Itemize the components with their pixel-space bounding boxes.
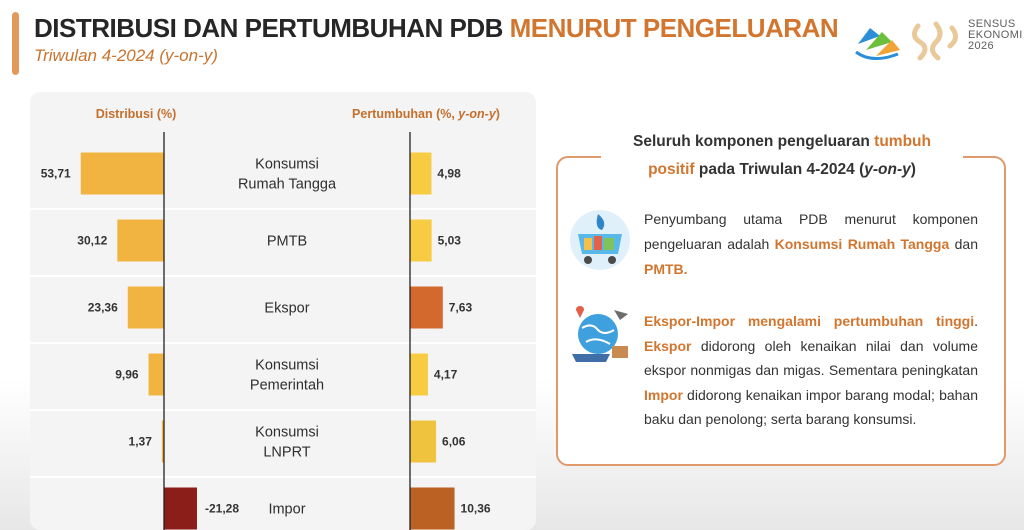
title-accent-bar [12, 12, 19, 75]
logo-line-2: EKONOMI [968, 29, 1023, 41]
distribusi-bar [117, 219, 164, 262]
category-label: Rumah Tangga [238, 177, 337, 193]
pertumbuhan-header: Pertumbuhan (%, y-on-y) [352, 107, 500, 121]
pertumbuhan-bar [410, 487, 455, 530]
category-label: LNPRT [263, 445, 310, 461]
distribusi-bar [148, 353, 164, 396]
p2-highlight-3: Impor [644, 386, 683, 403]
bps-logo-icon [855, 28, 900, 60]
sensus-ekonomi-emblem [912, 21, 958, 61]
info-paragraph-2: Ekspor-Impor mengalami pertumbuhan tingg… [644, 309, 978, 432]
title-highlight: MENURUT PENGELUARAN [509, 13, 839, 43]
p2-highlight-1: Ekspor-Impor mengalami pertumbuhan tingg… [644, 313, 975, 329]
logo-line-3: 2026 [968, 40, 995, 52]
distribusi-bar [80, 152, 164, 195]
distribusi-value-label: 30,12 [77, 234, 107, 248]
pertumbuhan-value-label: 6,06 [442, 435, 466, 449]
p1-text-b: dan [949, 236, 978, 252]
chart-panel: Distribusi (%) Pertumbuhan (%, y-on-y) 53,… [30, 92, 536, 530]
pertumbuhan-value-label: 4,98 [437, 167, 461, 181]
distribusi-value-label: 1,37 [129, 435, 153, 449]
page-subtitle: Triwulan 4-2024 (y-on-y) [34, 46, 218, 65]
category-label: Konsumsi [255, 425, 319, 441]
category-label: Konsumsi [255, 358, 319, 374]
p2-text-a: . [974, 313, 978, 329]
page-title: DISTRIBUSI DAN PERTUMBUHAN PDB MENURUT P… [34, 13, 839, 44]
pertumbuhan-value-label: 4,17 [434, 368, 458, 382]
distribusi-header: Distribusi (%) [96, 107, 177, 121]
category-label: Impor [268, 502, 305, 518]
info-heading-italic: y-on-y [864, 161, 911, 178]
distribusi-bar [164, 487, 197, 530]
info-paragraph-1: Penyumbang utama PDB menurut komponen pe… [644, 207, 978, 282]
pertumbuhan-value-label: 7,63 [449, 301, 473, 315]
pertumbuhan-header-part: y-on-y [457, 107, 497, 121]
category-label: Ekspor [264, 301, 309, 317]
info-heading-hl1: tumbuh [874, 133, 931, 150]
pertumbuhan-header-part: Pertumbuhan (%, [352, 107, 458, 121]
pertumbuhan-bar [410, 353, 428, 396]
info-heading-part1: Seluruh komponen pengeluaran [633, 133, 875, 150]
pertumbuhan-bar [410, 420, 437, 463]
bps-sensus-logo [855, 21, 958, 61]
pertumbuhan-value-label: 10,36 [461, 502, 491, 516]
title-main: DISTRIBUSI DAN PERTUMBUHAN PDB [34, 13, 503, 43]
distribusi-value-label: -21,28 [205, 502, 239, 516]
category-label: Pemerintah [250, 378, 324, 394]
global-trade-icon [572, 306, 628, 362]
pertumbuhan-value-label: 5,03 [438, 234, 462, 248]
pdb-chart: Distribusi (%) Pertumbuhan (%, y-on-y) 53,… [30, 107, 536, 530]
distribusi-bar [161, 420, 164, 463]
distribusi-value-label: 23,36 [88, 301, 118, 315]
info-heading-part2: pada Triwulan 4-2024 ( [694, 161, 865, 178]
info-heading-hl2: positif [648, 161, 695, 178]
info-box [556, 156, 1006, 466]
p2-text-b: didorong oleh kenaikan nilai dan volume … [644, 337, 978, 379]
sensus-ekonomi-label: SENSUS EKONOMI 2026 [968, 19, 1023, 52]
category-label: Konsumsi [255, 157, 319, 173]
p1-highlight-2: PMTB. [644, 261, 688, 277]
pertumbuhan-header-part: ) [496, 107, 500, 121]
info-heading: Seluruh komponen pengeluaran tumbuh posit… [601, 128, 963, 184]
distribusi-value-label: 9,96 [115, 368, 139, 382]
pertumbuhan-bar [410, 152, 432, 195]
p1-highlight-1: Konsumsi Rumah Tangga [774, 236, 950, 252]
shopping-cart-icon [570, 210, 630, 270]
distribusi-bar [127, 286, 164, 329]
distribusi-value-label: 53,71 [41, 167, 71, 181]
p1-text-a: Penyumbang utama PDB menurut komponen pe… [644, 211, 978, 252]
info-heading-part3: ) [910, 161, 916, 178]
pertumbuhan-bar [410, 219, 432, 262]
category-label: PMTB [267, 234, 307, 250]
p2-text-c: didorong kenaikan impor barang modal; ba… [644, 386, 978, 428]
p2-highlight-2: Ekspor [644, 337, 692, 354]
pertumbuhan-bar [410, 286, 443, 329]
logo-line-1: SENSUS [968, 18, 1016, 30]
